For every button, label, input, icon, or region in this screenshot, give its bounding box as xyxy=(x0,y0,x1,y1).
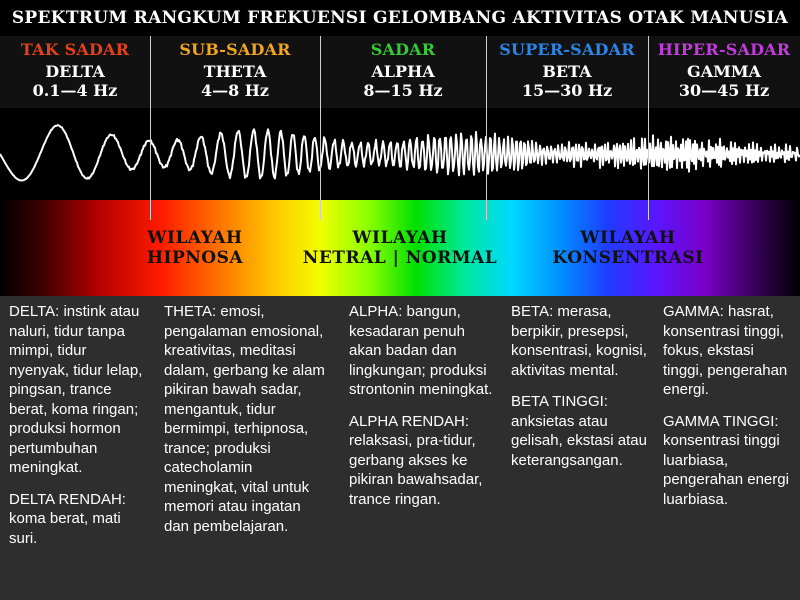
description-text: BETA: merasa, berpikir, presepsi, konsen… xyxy=(511,303,647,379)
band-name: ALPHA xyxy=(371,62,435,81)
description-subtext: ALPHA RENDAH: relaksasi, pra-tidur, gerb… xyxy=(349,412,483,508)
description-theta: THETA: emosi, pengalaman emosional, krea… xyxy=(164,302,326,548)
band-frequency: 15—30 Hz xyxy=(521,81,613,100)
description-text: DELTA: instink atau naluri, tidur tanpa … xyxy=(9,303,143,476)
band-divider xyxy=(648,36,649,220)
band-alpha: SADAR ALPHA 8—15 Hz xyxy=(320,40,486,100)
region-label-line1: WILAYAH xyxy=(580,228,676,248)
description-text: GAMMA: hasrat, konsentrasi tinggi, fokus… xyxy=(663,303,788,398)
description-subtext: GAMMA TINGGI: konsentrasi tinggi luarbia… xyxy=(663,412,789,508)
band-divider xyxy=(320,36,321,220)
description-subtext: BETA TINGGI: anksietas atau gelisah, eks… xyxy=(511,393,647,469)
band-header-strip xyxy=(0,36,800,108)
region-label-line2: HIPNOSA xyxy=(146,248,244,268)
band-delta: TAK SADAR DELTA 0.1—4 Hz xyxy=(0,40,150,100)
band-beta: SUPER-SADAR BETA 15—30 Hz xyxy=(486,40,648,100)
description-delta: DELTA: instink atau naluri, tidur tanpa … xyxy=(9,302,147,560)
band-divider xyxy=(150,36,151,220)
band-theta: SUB-SADAR THETA 4—8 Hz xyxy=(150,40,320,100)
description-gamma: GAMMA: hasrat, konsentrasi tinggi, fokus… xyxy=(663,302,795,521)
brainwave-area xyxy=(0,108,800,200)
band-name: BETA xyxy=(542,62,592,81)
band-name: THETA xyxy=(203,62,267,81)
band-state-label: SADAR xyxy=(370,40,436,59)
region-label-line1: WILAYAH xyxy=(147,228,243,248)
region-label-line2: KONSENTRASI xyxy=(552,248,704,268)
description-subtext: DELTA RENDAH: koma berat, mati suri. xyxy=(9,490,126,547)
band-name: DELTA xyxy=(45,62,105,81)
region-hipnosa: WILAYAH HIPNOSA xyxy=(120,228,270,268)
region-label-line1: WILAYAH xyxy=(352,228,448,248)
band-state-label: SUB-SADAR xyxy=(179,40,291,59)
band-state-label: HIPER-SADAR xyxy=(657,40,791,59)
band-frequency: 4—8 Hz xyxy=(200,81,270,100)
region-konsentrasi: WILAYAH KONSENTRASI xyxy=(540,228,716,268)
description-alpha: ALPHA: bangun, kesadaran penuh akan bada… xyxy=(349,302,497,521)
band-frequency: 8—15 Hz xyxy=(363,81,443,100)
band-gamma: HIPER-SADAR GAMMA 30—45 Hz xyxy=(648,40,800,100)
brainwave-line xyxy=(0,124,800,182)
description-beta: BETA: merasa, berpikir, presepsi, konsen… xyxy=(511,302,647,482)
brainwave-graphic xyxy=(0,124,800,182)
band-state-label: SUPER-SADAR xyxy=(499,40,635,59)
band-name: GAMMA xyxy=(687,62,761,81)
region-netral: WILAYAH NETRAL | NORMAL xyxy=(290,228,510,268)
description-panel xyxy=(0,296,800,600)
band-frequency: 30—45 Hz xyxy=(678,81,770,100)
region-label-line2: NETRAL | NORMAL xyxy=(302,248,498,268)
page-title: SPEKTRUM RANGKUM FREKUENSI GELOMBANG AKT… xyxy=(11,8,789,28)
band-divider xyxy=(486,36,487,220)
band-state-label: TAK SADAR xyxy=(20,40,130,59)
description-text: THETA: emosi, pengalaman emosional, krea… xyxy=(164,303,325,535)
band-frequency: 0.1—4 Hz xyxy=(32,81,118,100)
description-text: ALPHA: bangun, kesadaran penuh akan bada… xyxy=(349,303,493,398)
frequency-spectrum-bar xyxy=(0,200,800,296)
